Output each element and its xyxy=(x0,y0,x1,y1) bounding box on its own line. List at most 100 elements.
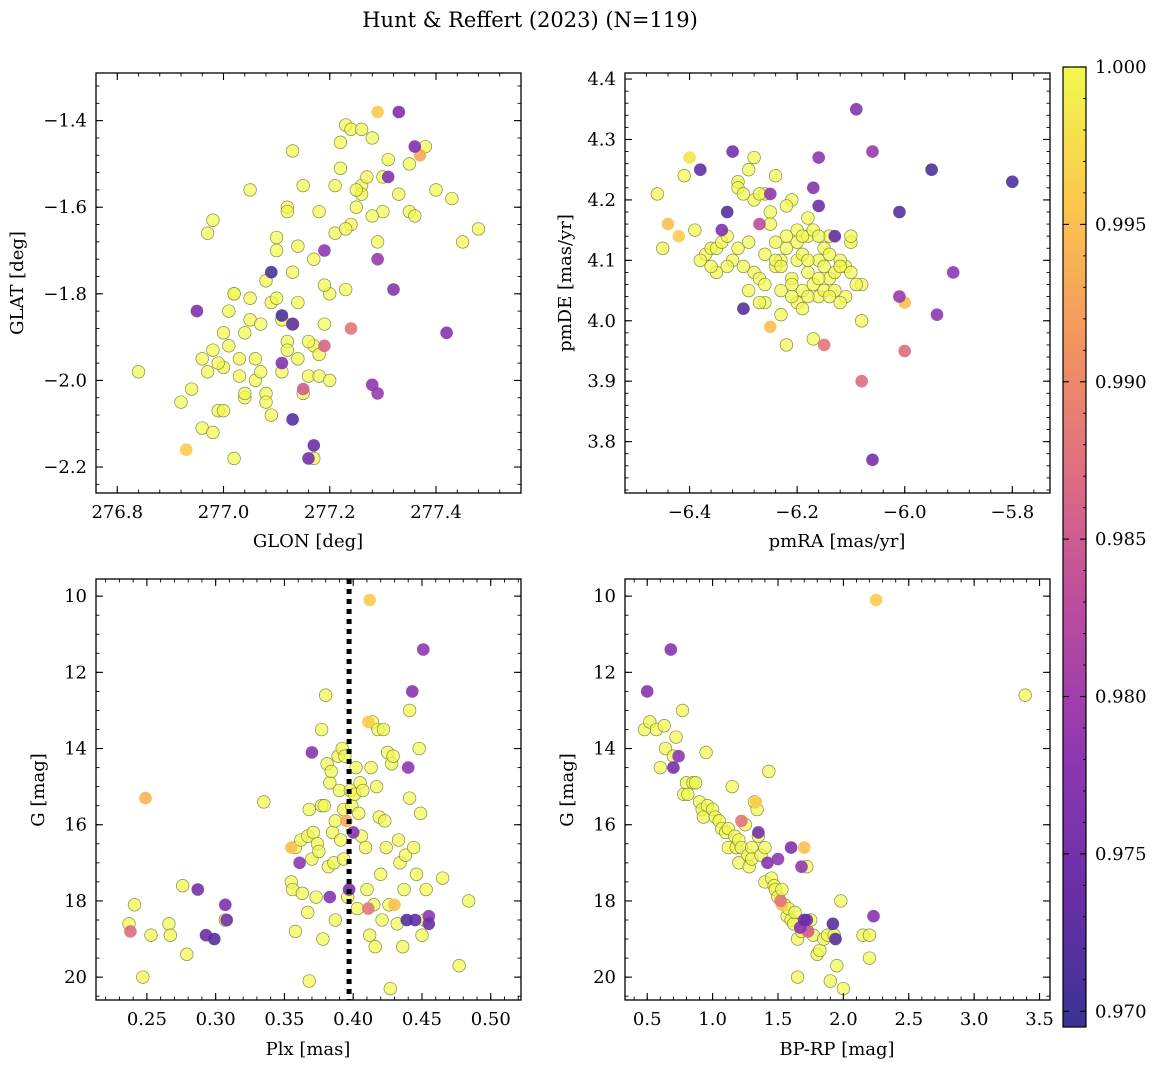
sky-point xyxy=(471,222,486,236)
sky-point xyxy=(238,326,252,340)
proper-motion-point xyxy=(677,169,691,183)
proper-motion-point xyxy=(817,338,831,352)
sky-point xyxy=(302,452,315,465)
proper-motion-point xyxy=(779,241,794,255)
proper-motion-xlabel: pmRA [mas/yr] xyxy=(769,531,906,552)
color-magnitude-points xyxy=(637,593,1032,996)
g-vs-parallax-point xyxy=(305,746,319,759)
panel-color-magnitude: 0.5 1.0 1.5 2.0 2.5 3.0 3.5 10 12 14 16 18 20 BP-RP … xyxy=(557,578,1054,1060)
g-vs-parallax-point xyxy=(413,806,428,820)
color-magnitude-point xyxy=(758,840,772,855)
x-tick-label: 277.0 xyxy=(198,502,250,523)
proper-motion-point xyxy=(866,453,879,467)
g-vs-parallax-point xyxy=(360,882,374,897)
g-vs-parallax-point xyxy=(220,913,233,927)
colorbar-tick-label: 0.985 xyxy=(1095,529,1147,550)
x-tick-label: −5.8 xyxy=(990,502,1034,523)
y-tick-label: 3.9 xyxy=(587,371,616,392)
y-tick-label: 20 xyxy=(593,967,616,988)
sky-xlabel: GLON [deg] xyxy=(253,531,363,552)
proper-motion-point xyxy=(817,259,831,274)
g-vs-parallax-point xyxy=(180,947,194,961)
g-vs-parallax-point xyxy=(316,932,330,946)
x-tick-label: −6.2 xyxy=(775,502,819,523)
sky-point xyxy=(349,200,363,214)
sky-point xyxy=(323,373,337,388)
proper-motion-point xyxy=(795,302,810,316)
g-vs-parallax-point xyxy=(191,883,205,896)
proper-motion-point xyxy=(764,320,777,334)
g-vs-parallax-point xyxy=(376,722,391,737)
proper-motion-point xyxy=(753,217,766,231)
sky-point xyxy=(312,204,326,219)
proper-motion-point xyxy=(801,289,815,304)
colorbar-tick-label: 0.980 xyxy=(1095,687,1147,708)
sky-point xyxy=(371,252,384,266)
g-vs-parallax-point xyxy=(452,959,466,973)
x-tick-label: 276.8 xyxy=(91,502,143,523)
colorbar-ticks: 0.970 0.975 0.980 0.985 0.990 0.995 1.000 xyxy=(1063,57,1147,1022)
proper-motion-point xyxy=(833,259,847,274)
sky-point xyxy=(429,183,443,197)
color-magnitude-point xyxy=(829,932,842,946)
proper-motion-point xyxy=(672,229,686,243)
g-vs-parallax-point xyxy=(350,901,364,916)
sky-point xyxy=(370,235,385,249)
color-magnitude-point xyxy=(640,685,654,698)
proper-motion-point xyxy=(758,247,772,261)
proper-motion-point xyxy=(866,145,879,158)
x-tick-label: 1.5 xyxy=(764,1009,793,1030)
sky-point xyxy=(195,352,209,366)
panel-proper-motion: −6.4 −6.2 −6.0 −5.8 3.8 3.9 4.0 4.1 4.2 4.3 4.4 pm… xyxy=(555,69,1051,552)
g-vs-parallax-point xyxy=(401,761,415,774)
proper-motion-axes: −6.4 −6.2 −6.0 −5.8 3.8 3.9 4.0 4.1 4.2 4.3 4.4 xyxy=(587,69,1051,523)
proper-motion-point xyxy=(683,151,696,164)
colorbar-tick-label: 0.975 xyxy=(1095,844,1147,865)
proper-motion-point xyxy=(693,253,707,267)
color-magnitude-point xyxy=(797,841,811,854)
sky-point xyxy=(392,187,406,201)
g-vs-parallax-point xyxy=(369,779,384,794)
g-vs-parallax-point xyxy=(383,981,397,996)
sky-point xyxy=(296,178,310,193)
proper-motion-point xyxy=(844,229,858,243)
g-vs-parallax-point xyxy=(400,913,414,927)
color-magnitude-point xyxy=(664,643,678,656)
g-vs-parallax-point xyxy=(302,974,316,988)
sky-point xyxy=(402,157,417,171)
proper-motion-point xyxy=(774,259,788,274)
sky-point xyxy=(264,408,278,422)
sky-point xyxy=(206,343,220,357)
g-vs-parallax-point xyxy=(375,913,389,927)
x-tick-label: 277.4 xyxy=(410,502,462,523)
g-vs-parallax-point xyxy=(358,840,373,855)
colorbar: 0.970 0.975 0.980 0.985 0.990 0.995 1.000 xyxy=(1062,57,1147,1028)
x-tick-label: 277.2 xyxy=(304,502,356,523)
sky-ylabel: GLAT [deg] xyxy=(7,231,28,335)
y-tick-label: −1.8 xyxy=(43,284,87,305)
color-magnitude-ylabel: G [mag] xyxy=(557,753,578,826)
color-magnitude-point xyxy=(669,730,683,744)
sky-point xyxy=(455,235,470,249)
sky-point xyxy=(184,382,199,396)
g-vs-parallax-point xyxy=(302,802,316,817)
proper-motion-point xyxy=(898,344,911,358)
y-tick-label: 10 xyxy=(593,586,616,607)
color-magnitude-point xyxy=(771,852,785,866)
proper-motion-point xyxy=(893,205,906,219)
sky-point xyxy=(227,287,241,301)
sky-point xyxy=(296,382,310,396)
g-vs-parallax-point xyxy=(328,814,342,828)
proper-motion-point xyxy=(742,235,756,249)
color-magnitude-point xyxy=(761,856,774,870)
sky-point xyxy=(174,395,188,409)
g-vs-parallax-point xyxy=(334,833,348,847)
y-tick-label: 10 xyxy=(64,586,87,607)
proper-motion-points xyxy=(650,103,1019,467)
y-tick-label: −1.6 xyxy=(43,197,87,218)
g-vs-parallax-point xyxy=(356,783,370,798)
sky-point xyxy=(286,317,299,331)
g-vs-parallax-point xyxy=(388,898,401,912)
proper-motion-point xyxy=(736,259,751,274)
g-vs-parallax-point xyxy=(317,799,331,813)
